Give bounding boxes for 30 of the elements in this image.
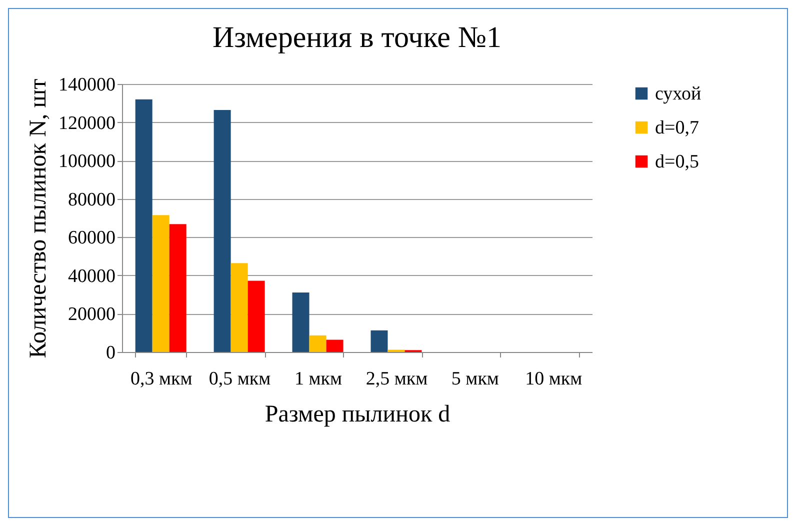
x-tick-label: 10 мкм bbox=[525, 368, 582, 390]
bar bbox=[292, 292, 310, 352]
y-tick-label: 60000 bbox=[68, 228, 116, 249]
bar bbox=[370, 330, 388, 352]
bar bbox=[135, 99, 152, 352]
bar bbox=[309, 335, 326, 352]
x-axis-title: Размер пылинок d bbox=[264, 402, 450, 428]
bar bbox=[326, 340, 344, 352]
y-tick-label: 80000 bbox=[68, 189, 116, 210]
x-tick-label: 0,5 мкм bbox=[208, 368, 271, 390]
y-tick-label: 120000 bbox=[58, 112, 116, 134]
y-tick-label: 0 bbox=[106, 342, 116, 364]
legend-label: d=0,5 bbox=[655, 152, 699, 172]
y-tick-label: 100000 bbox=[58, 151, 116, 172]
x-tick-label: 1 мкм bbox=[294, 368, 342, 390]
bar bbox=[152, 215, 170, 352]
bar bbox=[248, 280, 265, 352]
x-tick-label: 2,5 мкм bbox=[366, 368, 428, 390]
y-tick-label: 140000 bbox=[58, 74, 116, 96]
y-tick-label: 20000 bbox=[68, 304, 116, 326]
bar bbox=[214, 110, 231, 352]
legend-label: d=0,7 bbox=[655, 118, 699, 138]
x-tick-label: 0,3 мкм bbox=[130, 368, 192, 390]
y-tick-label: 40000 bbox=[68, 266, 116, 287]
legend-label: сухой bbox=[655, 84, 702, 104]
bar bbox=[230, 263, 248, 352]
x-tick-label: 5 мкм bbox=[451, 368, 499, 390]
chart-title: Измерения в точке №1 bbox=[212, 21, 502, 54]
y-axis-title: Количество пылинок N, шт bbox=[26, 78, 52, 358]
bar bbox=[169, 224, 186, 352]
